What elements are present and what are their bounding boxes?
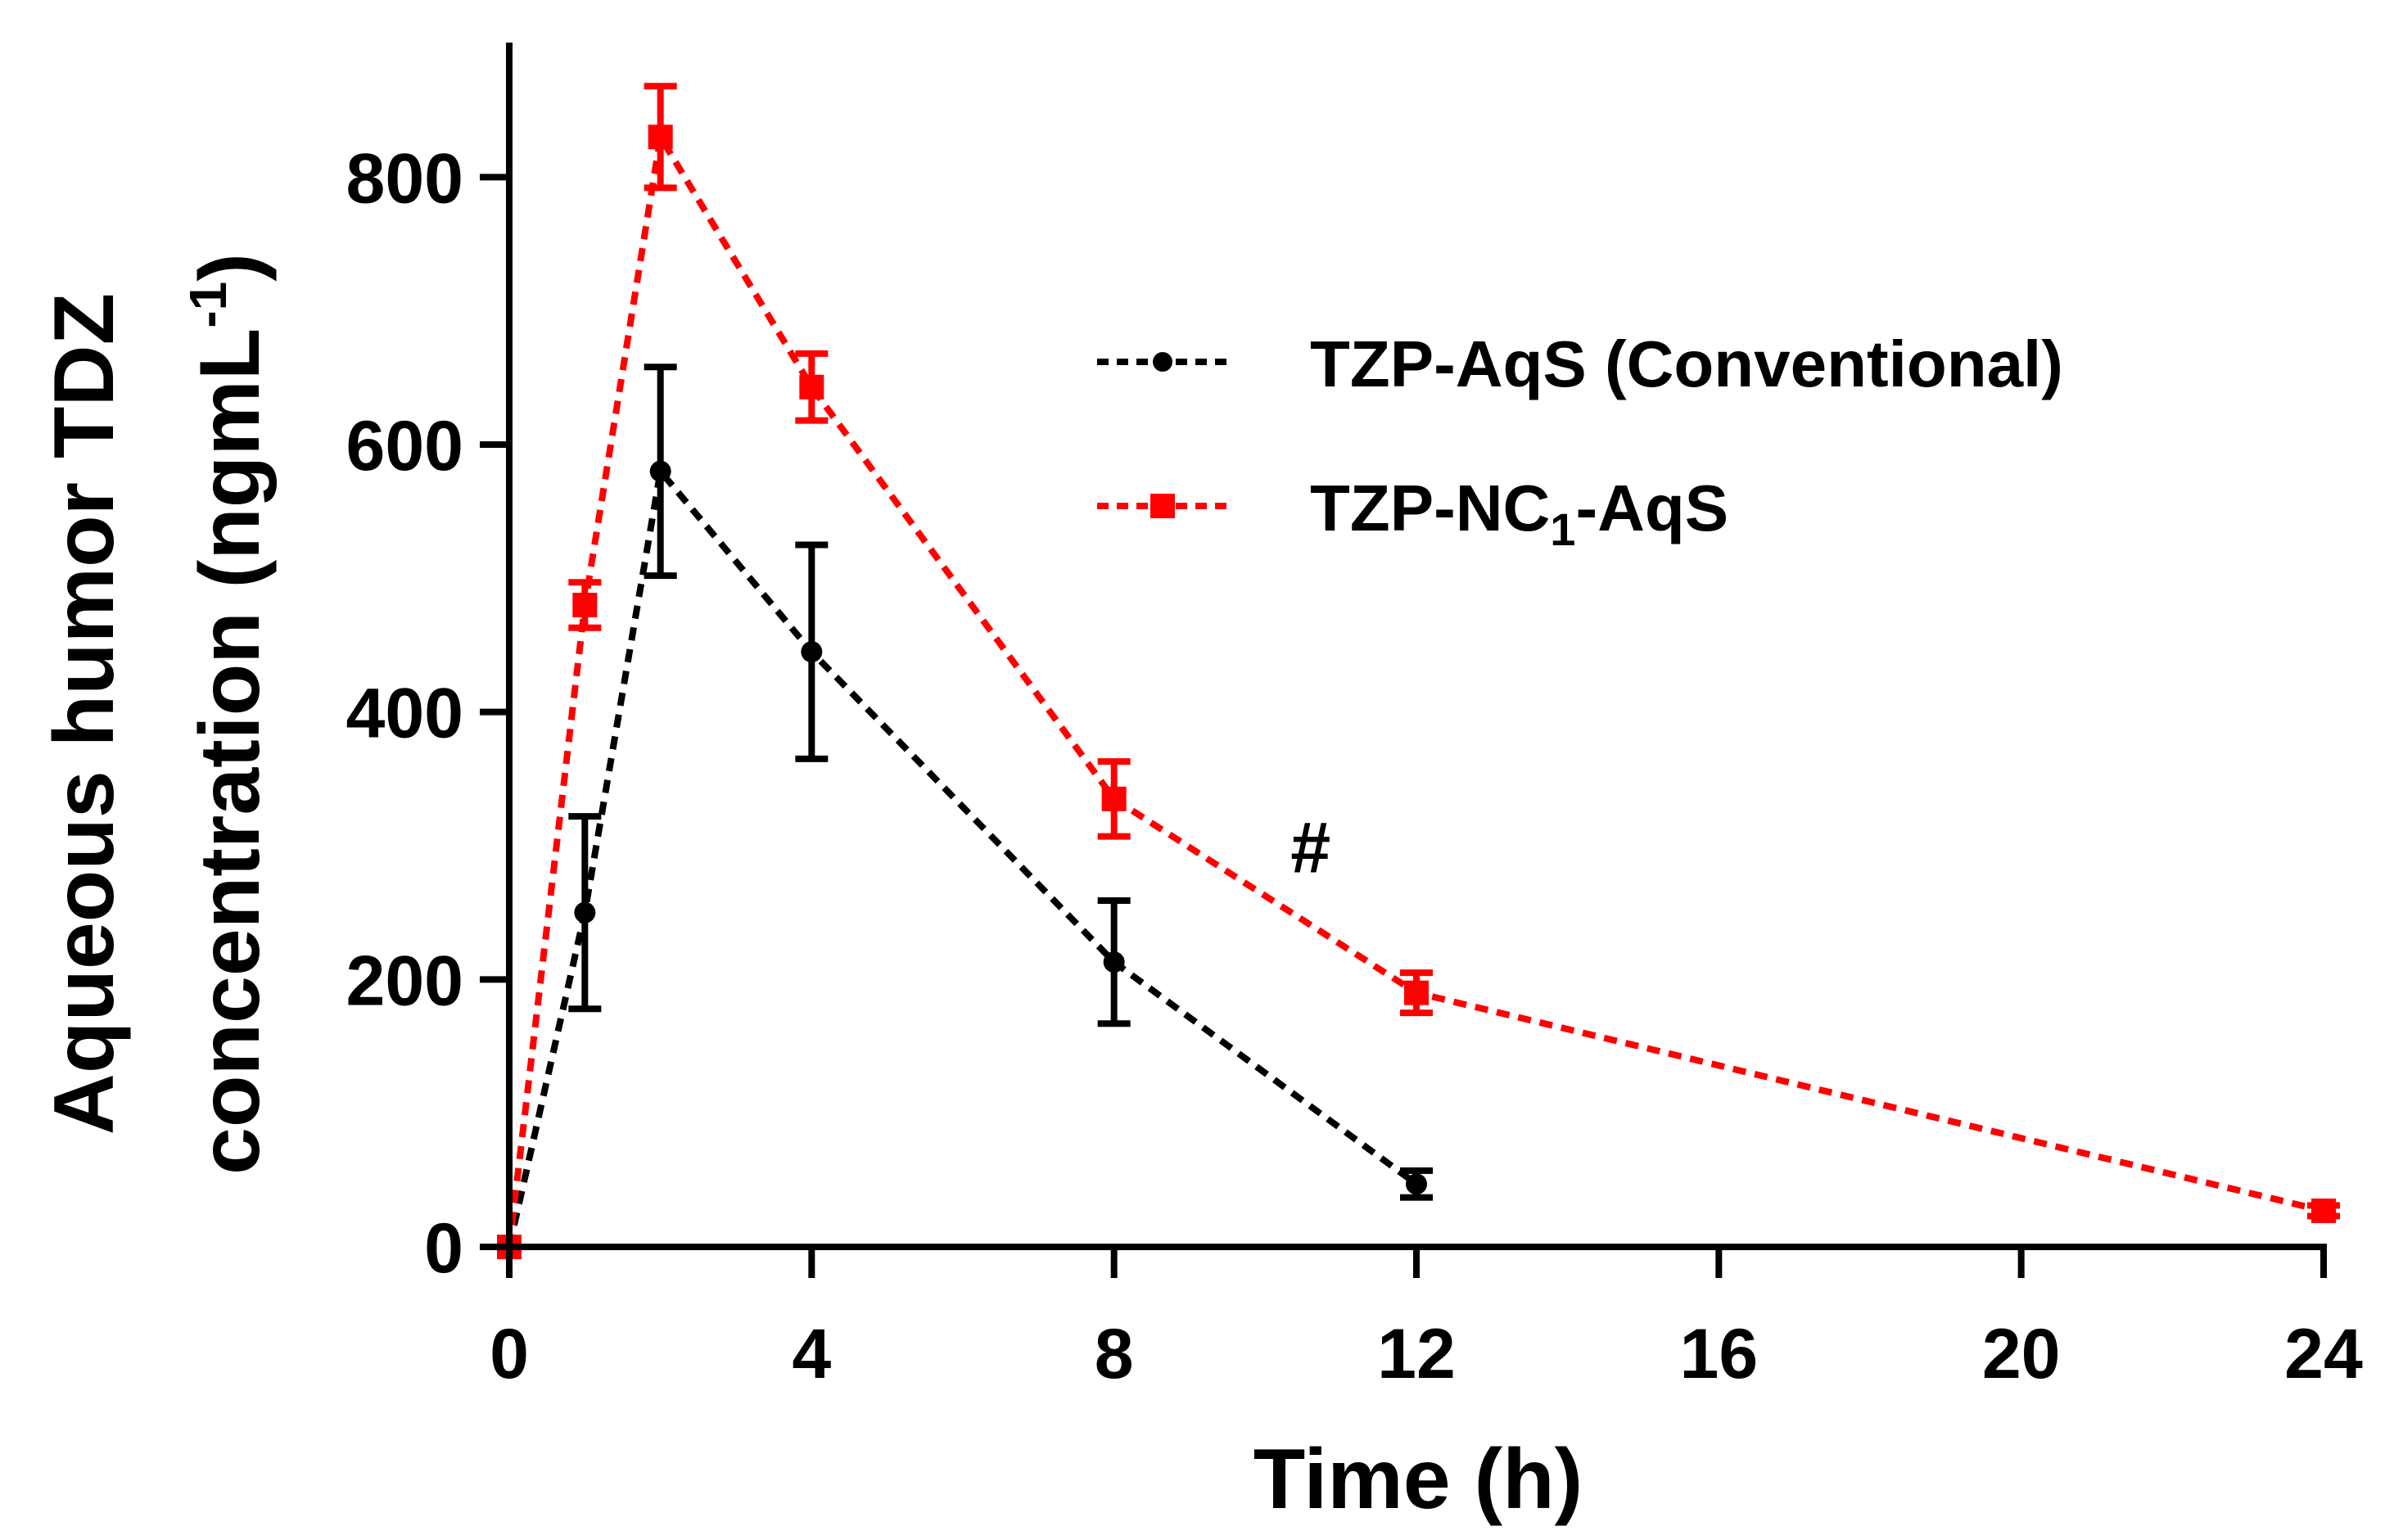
x-tick-label-16: 16: [1679, 1315, 1758, 1393]
plot-area: [497, 83, 2340, 1259]
legend-marker-series-2: [1150, 494, 1175, 518]
series-2: [497, 83, 2340, 1259]
annotation-0: #: [1290, 807, 1330, 888]
y-axis-title-line1: Aqueous humor TDZ: [37, 293, 132, 1135]
data-point-series-1-4: [1103, 951, 1125, 973]
data-point-series-2-4: [1101, 786, 1127, 811]
y-axis-title-close: ): [183, 253, 278, 282]
data-point-series-1-2: [649, 460, 671, 482]
x-ticks: 0 4 8 12 16 20 24: [490, 1247, 2363, 1393]
series-1: [499, 364, 1433, 1258]
data-point-series-2-1: [572, 593, 598, 617]
y-axis-title-line2: concentration (ngmL-1): [178, 253, 278, 1175]
data-point-series-1-3: [801, 641, 823, 663]
y-axis-title-superscript: -1: [178, 282, 237, 328]
series-line-2: [506, 133, 2324, 1248]
data-point-series-2-3: [799, 374, 824, 400]
legend-label-series-2: TZP-NC1-AqS: [1310, 472, 1728, 555]
y-tick-label-400: 400: [346, 675, 464, 753]
legend-label-series-2-tail: -AqS: [1575, 472, 1728, 544]
x-tick-label-12: 12: [1377, 1315, 1456, 1393]
axes: [506, 43, 2327, 1250]
y-tick-label-800: 800: [346, 139, 464, 218]
legend-label-series-2-main: TZP-NC: [1310, 472, 1550, 544]
data-point-series-2-2: [648, 124, 673, 150]
y-tick-label-0: 0: [424, 1209, 463, 1288]
y-tick-label-600: 600: [346, 407, 464, 485]
data-point-series-1-1: [574, 901, 596, 924]
y-ticks: 0 200 400 600 800: [346, 139, 509, 1288]
x-tick-label-8: 8: [1095, 1315, 1134, 1393]
data-point-series-2-6: [2311, 1198, 2336, 1223]
data-point-series-2-5: [1404, 980, 1429, 1005]
y-axis-title-line2-main: concentration (ngmL: [183, 328, 278, 1175]
series-line-1: [506, 467, 1419, 1248]
x-tick-label-0: 0: [490, 1315, 529, 1393]
legend-marker-series-1: [1153, 352, 1172, 372]
legend-label-series-1: TZP-AqS (Conventional): [1310, 327, 2063, 400]
legend: TZP-AqS (Conventional) TZP-NC1-AqS: [1097, 327, 2063, 555]
y-tick-label-200: 200: [346, 942, 464, 1020]
legend-label-series-2-sub: 1: [1550, 504, 1575, 555]
x-tick-label-4: 4: [792, 1315, 831, 1393]
data-point-series-1-5: [1406, 1173, 1427, 1195]
annotations: #: [1290, 807, 1330, 888]
x-tick-label-24: 24: [2284, 1315, 2363, 1393]
x-tick-label-20: 20: [1982, 1315, 2061, 1393]
x-axis-title: Time (h): [1253, 1432, 1583, 1527]
y-axis-title: Aqueous humor TDZ concentration (ngmL-1): [37, 253, 278, 1175]
